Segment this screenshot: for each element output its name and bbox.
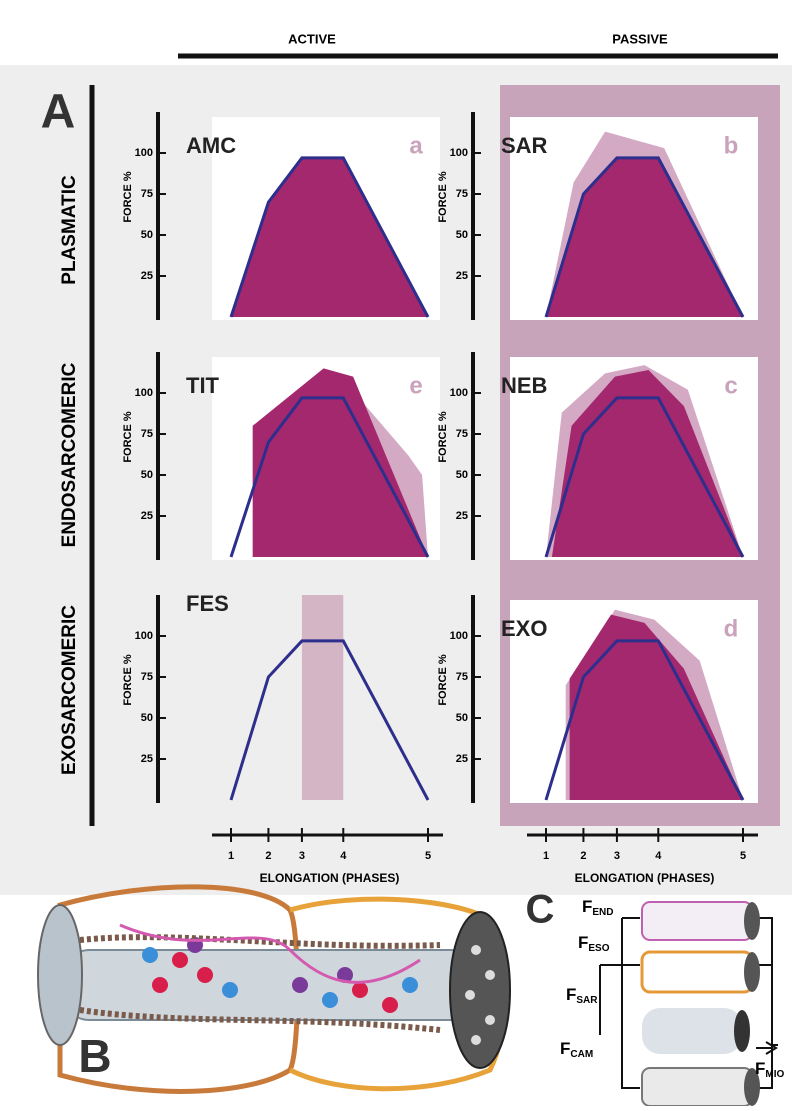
- y-tick-label: 50: [456, 712, 468, 724]
- highlight-band: [302, 595, 343, 800]
- row-label: ENDOSARCOMERIC: [59, 362, 80, 547]
- y-tick-label: 25: [456, 753, 468, 765]
- force-label: FCAM: [560, 1039, 593, 1059]
- header-active: ACTIVE: [288, 31, 336, 46]
- panel-label: c: [724, 372, 737, 399]
- y-axis-label: FORCE %: [122, 171, 134, 223]
- y-axis-label: FORCE %: [437, 171, 449, 223]
- force-symbol: F: [582, 897, 592, 916]
- y-tick-label: 25: [141, 753, 153, 765]
- x-tick-label: 5: [740, 850, 746, 862]
- chart-title: EXO: [501, 616, 547, 641]
- y-axis-label: FORCE %: [437, 411, 449, 463]
- force-label: FSAR: [566, 985, 598, 1005]
- y-tick-label: 25: [456, 270, 468, 282]
- force-label: FESO: [578, 933, 610, 953]
- x-tick-label: 1: [543, 850, 549, 862]
- row-label: EXOSARCOMERIC: [59, 605, 80, 775]
- y-axis-label: FORCE %: [122, 411, 134, 463]
- y-axis-label: FORCE %: [437, 654, 449, 706]
- force-sub: MIO: [765, 1069, 784, 1080]
- panel-label: a: [409, 132, 423, 159]
- force-label: FEND: [582, 897, 614, 917]
- y-axis-label: FORCE %: [122, 654, 134, 706]
- y-tick-label: 50: [141, 712, 153, 724]
- y-tick-label: 100: [135, 630, 153, 642]
- chart-title: AMC: [186, 133, 236, 158]
- panel-label: e: [409, 372, 422, 399]
- chart-title: FES: [186, 591, 229, 616]
- y-tick-label: 75: [141, 428, 153, 440]
- x-tick-label: 4: [655, 850, 662, 862]
- y-tick-label: 100: [135, 147, 153, 159]
- y-tick-label: 100: [450, 387, 468, 399]
- panel-letter: B: [78, 1030, 111, 1082]
- force-sub: END: [592, 907, 613, 918]
- y-tick-label: 50: [141, 469, 153, 481]
- row-label: PLASMATIC: [59, 175, 80, 285]
- y-tick-label: 100: [135, 387, 153, 399]
- x-tick-label: 1: [228, 850, 234, 862]
- header-passive: PASSIVE: [612, 31, 668, 46]
- x-tick-label: 3: [614, 850, 620, 862]
- illustration-b: B: [38, 887, 510, 1092]
- force-sub: ESO: [588, 943, 609, 954]
- x-axis-label: ELONGATION (PHASES): [260, 871, 400, 885]
- x-axis-label: ELONGATION (PHASES): [575, 871, 715, 885]
- page: {"header": {"active": "ACTIVE", "passive…: [0, 0, 792, 1106]
- force-sub: CAM: [570, 1049, 593, 1060]
- diagram-c: C FEND FESO FSAR FCAM FMIO: [526, 888, 785, 1106]
- y-tick-label: 50: [456, 469, 468, 481]
- force-sub: SAR: [576, 995, 598, 1006]
- chart-title: NEB: [501, 373, 547, 398]
- y-tick-label: 75: [141, 188, 153, 200]
- y-tick-label: 75: [456, 428, 468, 440]
- panel-letter: C: [526, 888, 555, 932]
- chart-title: TIT: [186, 373, 220, 398]
- x-tick-label: 3: [299, 850, 305, 862]
- y-tick-label: 75: [141, 671, 153, 683]
- panel-label: b: [724, 132, 739, 159]
- y-tick-label: 100: [450, 147, 468, 159]
- y-tick-label: 75: [456, 188, 468, 200]
- force-symbol: F: [566, 985, 576, 1004]
- chart-title: SAR: [501, 133, 548, 158]
- force-symbol: F: [755, 1059, 765, 1078]
- force-symbol: F: [578, 933, 588, 952]
- y-tick-label: 50: [141, 229, 153, 241]
- figure: ACTIVE PASSIVE A PLASMATIC ENDOSARCOMERI…: [0, 0, 792, 1106]
- x-tick-label: 5: [425, 850, 431, 862]
- y-tick-label: 25: [141, 510, 153, 522]
- force-symbol: F: [560, 1039, 570, 1058]
- panel-letter: A: [41, 86, 76, 139]
- panel-label: d: [724, 615, 739, 642]
- y-tick-label: 50: [456, 229, 468, 241]
- y-tick-label: 75: [456, 671, 468, 683]
- y-tick-label: 25: [141, 270, 153, 282]
- y-tick-label: 25: [456, 510, 468, 522]
- y-tick-label: 100: [450, 630, 468, 642]
- x-tick-label: 2: [265, 850, 271, 862]
- force-label: FMIO: [755, 1059, 784, 1079]
- x-tick-label: 4: [340, 850, 347, 862]
- x-tick-label: 2: [580, 850, 586, 862]
